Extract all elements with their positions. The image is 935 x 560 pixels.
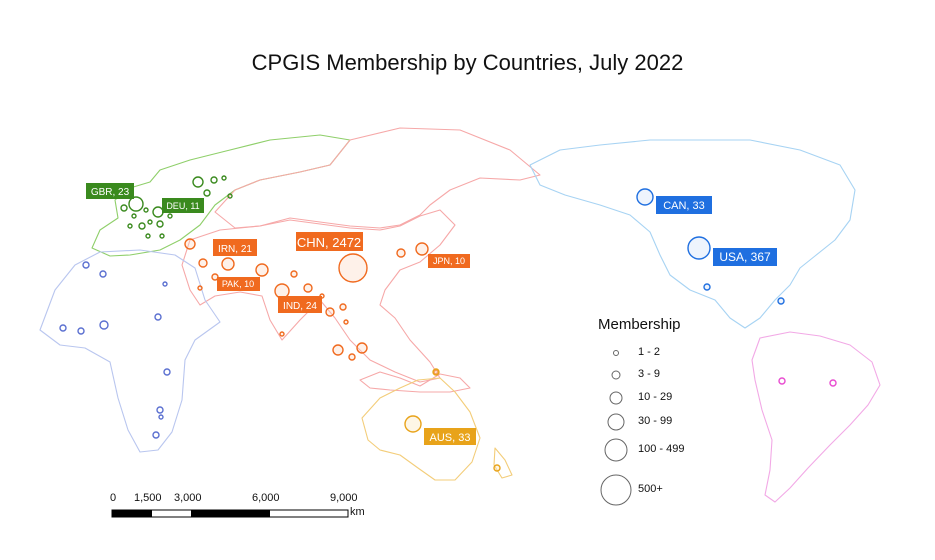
label-ind: IND, 24	[278, 296, 322, 313]
svg-text:IND, 24: IND, 24	[283, 301, 317, 312]
legend-circle-6	[600, 474, 632, 506]
svg-text:CAN, 33: CAN, 33	[663, 200, 705, 212]
legend-label-4: 30 - 99	[638, 415, 673, 427]
svg-text:GBR, 23: GBR, 23	[91, 187, 130, 198]
svg-text:IRN, 21: IRN, 21	[218, 244, 252, 255]
label-irn: IRN, 21	[213, 239, 257, 256]
scale-label-1500: 1,500	[134, 492, 162, 504]
scale-label-9000: 9,000	[330, 492, 358, 504]
islands-outline	[359, 371, 471, 393]
svg-text:CHN, 2472: CHN, 2472	[297, 235, 361, 250]
circle-pak	[255, 263, 269, 277]
svg-text:JPN, 10: JPN, 10	[433, 256, 465, 266]
circle-aus	[404, 415, 422, 433]
south-america-outline	[751, 331, 881, 503]
legend-title: Membership	[598, 316, 681, 333]
svg-text:USA, 367: USA, 367	[719, 250, 771, 264]
scale-label-3000: 3,000	[174, 492, 202, 504]
label-deu: DEU, 11	[162, 198, 204, 213]
circle-usa	[687, 236, 711, 260]
label-usa: USA, 367	[713, 248, 777, 266]
country-labels: GBR, 23 DEU, 11 IRN, 21 CHN, 2472 JPN, 1…	[86, 183, 777, 445]
scale-unit: km	[350, 506, 365, 518]
label-can: CAN, 33	[656, 196, 712, 214]
legend-label-5: 100 - 499	[638, 443, 685, 455]
circle-gbr	[128, 196, 144, 212]
newzealand-outline	[493, 447, 513, 479]
svg-text:DEU, 11: DEU, 11	[166, 201, 199, 211]
legend-circle-4	[607, 413, 625, 431]
scale-label-6000: 6,000	[252, 492, 280, 504]
asia-outline	[181, 209, 456, 383]
legend: Membership 1 - 2 3 - 9 10 - 29 30 - 99 1…	[598, 316, 738, 506]
australia-outline	[361, 377, 481, 481]
legend-symbols	[600, 350, 632, 506]
circle-irn	[221, 257, 235, 271]
circle-can	[636, 188, 654, 206]
label-jpn: JPN, 10	[428, 254, 470, 268]
circle-ind	[274, 283, 290, 299]
russia-outline	[214, 127, 541, 229]
legend-label-6: 500+	[638, 483, 663, 495]
svg-text:PAK, 10: PAK, 10	[222, 279, 254, 289]
legend-circle-2	[611, 370, 621, 380]
legend-label-3: 10 - 29	[638, 391, 673, 403]
circle-chn	[338, 253, 368, 283]
svg-text:AUS, 33: AUS, 33	[430, 432, 471, 444]
scale-bar-graphic	[111, 509, 349, 518]
legend-label-2: 3 - 9	[638, 368, 661, 380]
page-title: CPGIS Membership by Countries, July 2022	[251, 50, 684, 75]
legend-circle-3	[609, 391, 623, 405]
legend-label-1: 1 - 2	[638, 346, 661, 358]
label-chn: CHN, 2472	[296, 232, 363, 251]
scale-label-0: 0	[110, 492, 117, 504]
legend-circle-5	[604, 438, 628, 462]
north-america-outline	[529, 139, 856, 329]
legend-circle-1	[613, 350, 619, 356]
africa-outline	[39, 249, 221, 453]
label-aus: AUS, 33	[424, 428, 476, 445]
label-pak: PAK, 10	[217, 277, 260, 291]
circle-jpn	[415, 242, 429, 256]
label-gbr: GBR, 23	[86, 183, 134, 199]
circle-deu	[152, 206, 164, 218]
